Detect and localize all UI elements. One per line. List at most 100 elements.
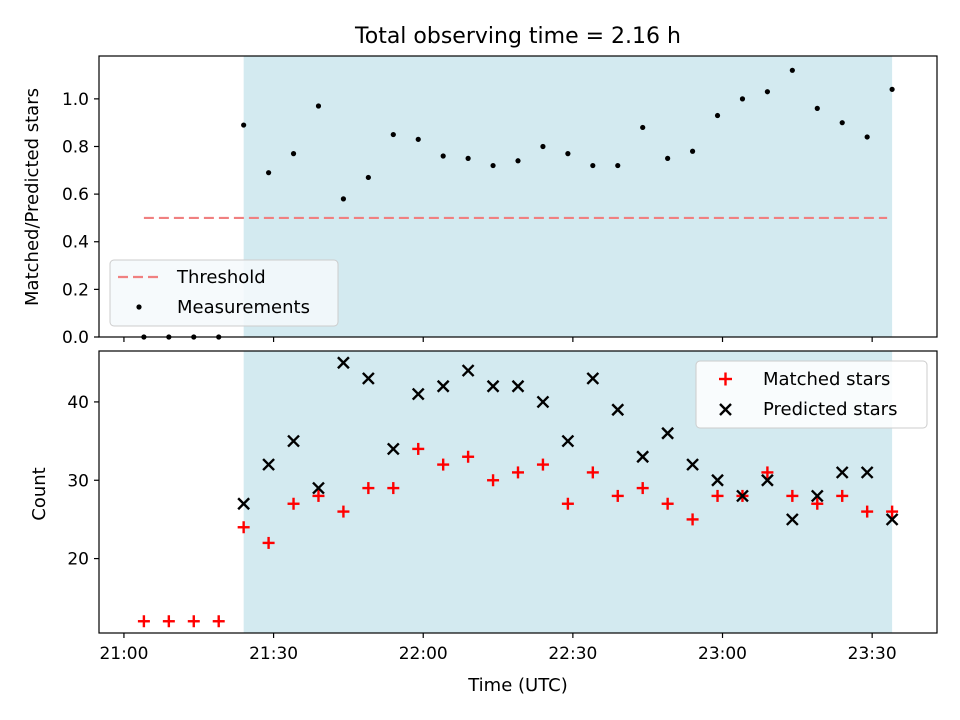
x-tick-label: 23:30 — [848, 644, 897, 664]
x-tick-label: 21:00 — [99, 644, 148, 664]
matched-star-point — [611, 489, 624, 502]
matched-star-point — [137, 615, 150, 628]
measurement-point — [714, 112, 721, 119]
bottom-x-ticks: 21:00 21:30 22:00 22:30 23:00 23:30 — [99, 633, 897, 664]
predicted-star-point — [461, 364, 475, 377]
matched-star-point — [287, 497, 300, 510]
predicted-star-point — [386, 442, 400, 456]
matched-star-point — [811, 497, 824, 510]
x-tick-label: 21:30 — [249, 644, 298, 664]
matched-star-point — [761, 466, 774, 479]
predicted-star-point — [262, 458, 275, 471]
bottom-points-layer — [137, 356, 899, 628]
predicted-star-point — [661, 426, 674, 440]
predicted-star-point — [785, 513, 799, 526]
predicted-star-point — [436, 379, 450, 393]
measurement-point — [565, 151, 571, 157]
legend-threshold-label: Threshold — [176, 267, 266, 288]
predicted-star-point — [810, 489, 824, 503]
predicted-star-point — [337, 356, 350, 370]
predicted-star-point — [736, 489, 749, 503]
bottom-legend: Matched stars Predicted stars — [695, 360, 928, 429]
x-axis-label: Time (UTC) — [467, 675, 568, 696]
predicted-star-point — [561, 434, 575, 448]
measurement-point — [340, 196, 347, 202]
x-tick-label: 22:00 — [399, 644, 448, 664]
bottom-y-axis-label: Count — [29, 467, 50, 520]
bottom-axes-frame — [98, 350, 938, 634]
predicted-star-point — [835, 466, 849, 479]
measurement-point — [415, 136, 421, 142]
predicted-star-point — [511, 379, 525, 393]
matched-star-point — [312, 489, 325, 502]
predicted-star-point — [711, 473, 724, 487]
matched-star-point — [861, 505, 874, 518]
predicted-star-point — [486, 379, 500, 393]
measurement-point — [640, 124, 646, 131]
legend-predicted-label: Predicted stars — [763, 399, 897, 420]
predicted-star-point — [686, 458, 699, 471]
top-y-tick-label: 0.6 — [62, 185, 89, 205]
matched-star-point — [586, 466, 599, 479]
predicted-star-point — [636, 450, 650, 464]
top-y-tick-label: 0.8 — [62, 137, 89, 157]
measurement-point — [665, 155, 671, 161]
measurement-point — [864, 134, 870, 140]
predicted-star-point — [611, 403, 625, 417]
measurement-point — [889, 86, 895, 92]
matched-star-point — [462, 450, 475, 463]
matched-star-point — [711, 489, 724, 502]
matched-star-point — [262, 536, 275, 549]
measurement-point — [839, 120, 845, 126]
matched-star-point — [886, 505, 899, 518]
predicted-star-point — [411, 387, 425, 401]
measurement-point — [290, 151, 297, 157]
predicted-star-point — [237, 497, 251, 511]
predicted-star-point — [761, 473, 774, 487]
bottom-y-ticks: 20 30 40 — [67, 393, 99, 570]
top-x-ticks — [123, 337, 873, 342]
top-y-tick-label: 1.0 — [62, 90, 89, 110]
top-y-tick-label: 0.2 — [62, 280, 89, 300]
legend-matched-label: Matched stars — [763, 369, 890, 390]
matched-star-point — [162, 615, 175, 628]
matched-star-point — [387, 482, 400, 495]
top-observing-window — [243, 56, 893, 337]
measurement-point — [265, 170, 272, 176]
matched-star-point — [686, 513, 699, 526]
matched-star-point — [487, 474, 500, 487]
bottom-y-tick-label: 30 — [67, 471, 89, 491]
measurement-point — [465, 155, 471, 161]
measurement-point — [440, 153, 446, 159]
measurement-point — [689, 148, 696, 154]
measurement-point — [590, 162, 596, 169]
x-tick-label: 22:30 — [548, 644, 597, 664]
measurement-point — [739, 96, 746, 102]
bottom-y-tick-label: 20 — [67, 550, 89, 570]
top-y-tick-label: 0.4 — [62, 233, 89, 253]
matched-star-point — [212, 615, 225, 628]
matched-star-point — [337, 505, 350, 518]
x-tick-label: 23:00 — [698, 644, 747, 664]
top-axes-frame — [98, 55, 938, 338]
measurement-point — [315, 103, 322, 109]
measurement-point — [490, 162, 496, 169]
top-y-axis-label: Matched/Predicted stars — [22, 88, 43, 306]
matched-star-point — [786, 489, 799, 502]
matched-star-point — [187, 615, 200, 628]
legend-measurements-swatch — [136, 304, 142, 310]
legend-measurements-label: Measurements — [177, 297, 310, 318]
matched-star-point — [536, 458, 549, 471]
measurement-point — [540, 143, 546, 150]
predicted-star-point — [312, 481, 325, 495]
measurement-point — [615, 162, 621, 169]
matched-star-point — [561, 497, 574, 510]
predicted-star-point — [586, 372, 600, 385]
legend-matched-swatch — [719, 372, 732, 386]
predicted-star-point — [885, 513, 899, 526]
measurement-point — [515, 158, 521, 164]
measurement-point — [241, 122, 247, 128]
bottom-axes: 20 30 40 21:00 21:30 22:00 22:30 23:00 23:30 Co… — [29, 350, 938, 696]
measurement-point — [789, 67, 795, 73]
